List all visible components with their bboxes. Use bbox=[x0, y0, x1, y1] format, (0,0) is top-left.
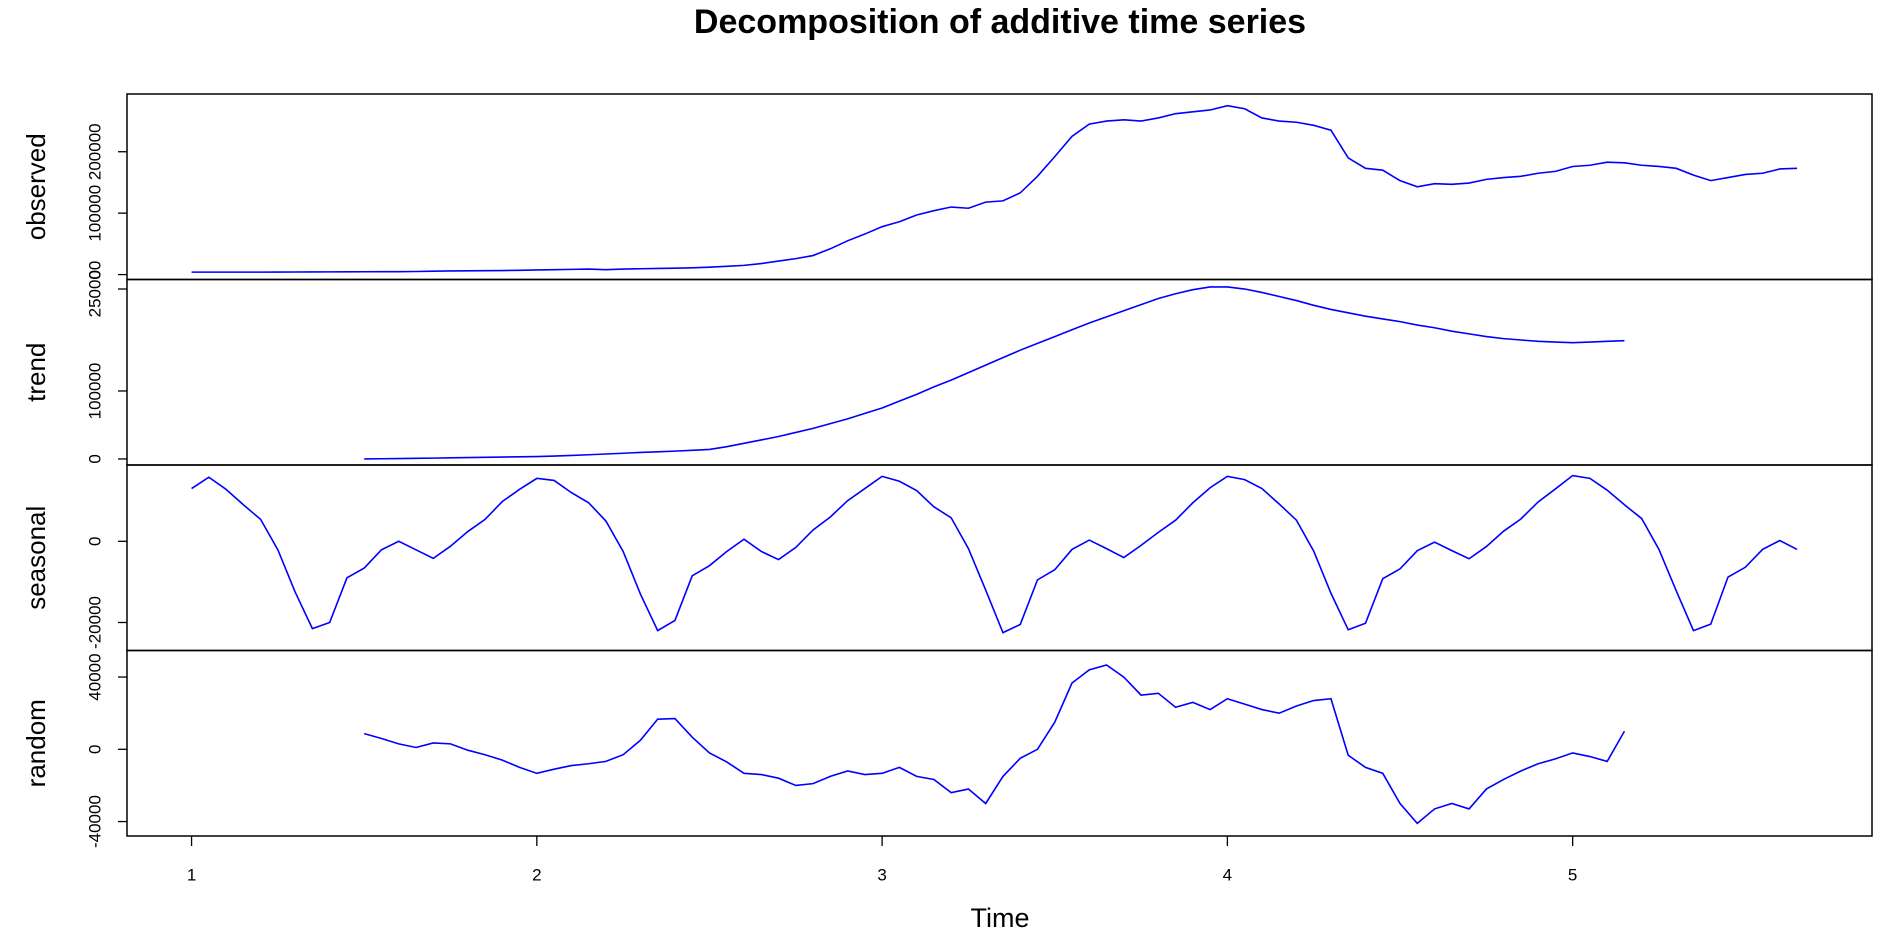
x-axis-title: Time bbox=[971, 903, 1030, 933]
x-tick-label: 3 bbox=[877, 865, 886, 884]
x-tick-label: 2 bbox=[532, 865, 541, 884]
series-line bbox=[364, 286, 1625, 460]
series-line bbox=[363, 664, 1626, 825]
series-line bbox=[191, 474, 1798, 634]
x-tick-label: 4 bbox=[1223, 865, 1232, 884]
y-tick-label: 100000 bbox=[85, 185, 104, 242]
x-tick-label: 5 bbox=[1568, 865, 1577, 884]
panel-frame bbox=[126, 649, 1873, 837]
y-tick-label: 0 bbox=[85, 454, 104, 463]
y-tick-label: 0 bbox=[85, 270, 104, 279]
y-tick-label: 100000 bbox=[85, 363, 104, 420]
series-line bbox=[191, 104, 1798, 273]
y-tick-label: 250000 bbox=[85, 261, 104, 318]
panel-label: trend bbox=[21, 343, 51, 402]
y-tick-label: 200000 bbox=[85, 123, 104, 180]
panel-label: random bbox=[21, 699, 51, 787]
y-tick-label: 0 bbox=[85, 537, 104, 546]
panel-label: seasonal bbox=[21, 506, 51, 610]
panel-frame bbox=[126, 93, 1873, 281]
x-tick-label: 1 bbox=[187, 865, 196, 884]
chart-title: Decomposition of additive time series bbox=[694, 3, 1306, 41]
y-tick-label: -40000 bbox=[85, 795, 104, 848]
y-tick-label: 40000 bbox=[85, 653, 104, 700]
panel-label: observed bbox=[21, 133, 51, 240]
y-tick-label: -20000 bbox=[85, 596, 104, 649]
y-tick-label: 0 bbox=[85, 745, 104, 754]
panel-frame bbox=[126, 278, 1873, 466]
